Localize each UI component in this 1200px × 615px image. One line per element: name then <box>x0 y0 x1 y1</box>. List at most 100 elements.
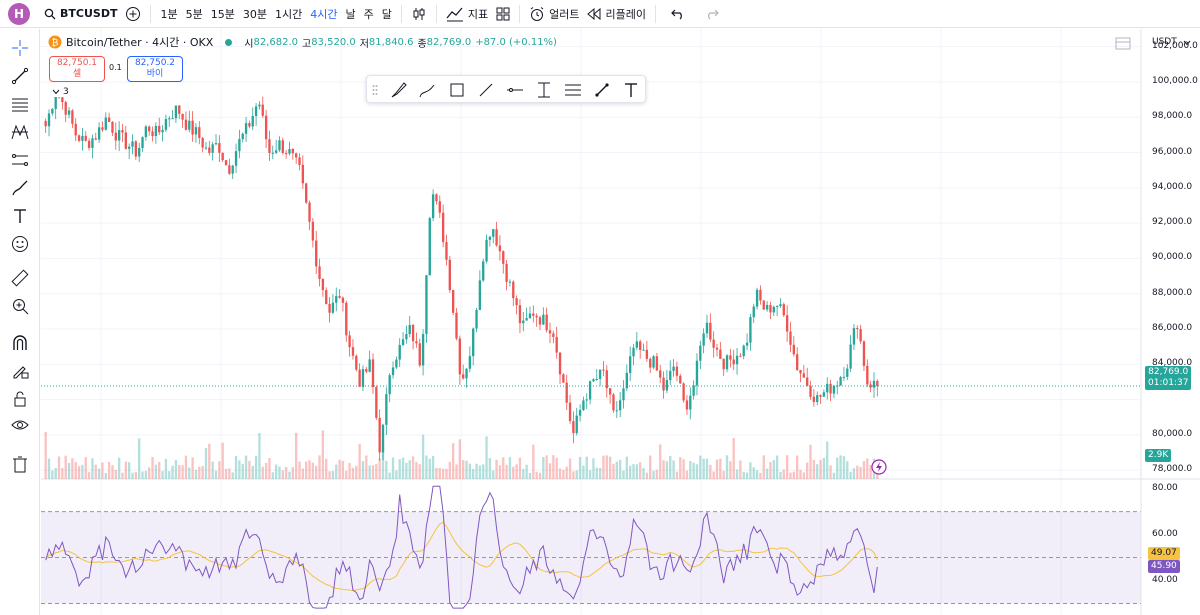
brush-tool[interactable] <box>9 177 31 199</box>
volume-bar <box>672 460 675 479</box>
candle-body <box>538 317 542 325</box>
interval-button[interactable]: 4시간 <box>310 7 338 21</box>
layouts-button[interactable] <box>492 0 514 28</box>
candle-body <box>752 306 755 318</box>
buy-button[interactable]: 82,750.2 바이 <box>127 56 183 82</box>
candle-body <box>348 335 351 348</box>
candle-body <box>198 127 201 138</box>
candles-icon <box>413 7 425 20</box>
drag-handle[interactable] <box>369 79 381 101</box>
magnet-tool[interactable] <box>9 332 31 354</box>
volume-bar <box>749 462 752 479</box>
close-label: 종 <box>417 38 427 50</box>
hide-drawings-tool[interactable] <box>9 414 31 436</box>
candle-body <box>846 368 849 377</box>
emoji-tool[interactable] <box>9 233 31 255</box>
volume-bar <box>465 460 468 479</box>
pattern-tool[interactable] <box>9 121 31 143</box>
price-range-button[interactable] <box>533 79 555 101</box>
indicators-button[interactable]: 지표 <box>442 0 492 28</box>
brush-draw-button[interactable] <box>388 79 410 101</box>
parallel-channel-button[interactable] <box>562 79 584 101</box>
horizontal-line-icon <box>507 88 523 92</box>
high-label: 고 <box>301 38 312 50</box>
symbol-search-button[interactable]: BTCUSDT <box>40 0 121 28</box>
volume-bar <box>435 467 438 479</box>
fib-tool[interactable] <box>9 93 31 115</box>
candle-body <box>117 130 121 141</box>
interval-button[interactable]: 날 <box>345 7 356 21</box>
volume-bar <box>745 472 749 479</box>
price-axis-label: 100,000.0 <box>1152 75 1198 86</box>
redo-button[interactable] <box>695 0 729 28</box>
price-chart[interactable] <box>41 29 1200 615</box>
remove-drawings-tool[interactable] <box>9 453 31 475</box>
candle-body <box>742 345 745 357</box>
text-button[interactable] <box>620 79 642 101</box>
symbol-title[interactable]: Bitcoin/Tether · 4시간 · OKX <box>66 36 214 49</box>
chevron-down-icon[interactable] <box>1183 40 1191 46</box>
indicators-collapse-button[interactable]: 3 <box>50 87 71 97</box>
interval-button[interactable]: 15분 <box>210 7 235 21</box>
volume-alert-icon[interactable] <box>871 459 887 475</box>
volume-bar <box>508 457 512 479</box>
candle-body <box>361 369 365 387</box>
text-tool[interactable] <box>9 205 31 227</box>
arrow-button[interactable] <box>591 79 613 101</box>
candle-body <box>465 368 468 379</box>
measure-tool[interactable] <box>9 267 31 289</box>
interval-button[interactable]: 1분 <box>160 7 178 21</box>
volume-bar <box>431 455 435 479</box>
candle-body <box>375 387 378 418</box>
interval-button[interactable]: 30분 <box>242 7 267 21</box>
volume-bar <box>866 458 869 479</box>
interval-button[interactable]: 1시간 <box>274 7 303 21</box>
volume-bar <box>248 460 251 479</box>
sell-button[interactable]: 82,750.1 셀 <box>49 56 105 82</box>
line-button[interactable] <box>475 79 497 101</box>
volume-bar <box>822 457 826 479</box>
sell-label: 셀 <box>72 69 82 79</box>
candle-body <box>455 312 458 339</box>
fullscreen-icon[interactable] <box>1115 37 1131 50</box>
replay-button[interactable]: 리플레이 <box>583 0 649 28</box>
interval-button[interactable]: 달 <box>381 7 392 21</box>
highlighter-button[interactable] <box>416 79 438 101</box>
zoom-tool[interactable] <box>9 295 31 317</box>
interval-button[interactable]: 5분 <box>185 7 203 21</box>
rectangle-button[interactable] <box>446 79 468 101</box>
crosshair-tool[interactable] <box>9 37 31 59</box>
volume-bar <box>391 457 395 479</box>
lock-icon <box>14 391 26 407</box>
lock-drawings-tool[interactable] <box>9 388 31 410</box>
trendline-tool[interactable] <box>9 65 31 87</box>
volume-bar <box>645 472 649 479</box>
search-icon <box>44 8 56 19</box>
volume-bar <box>505 464 508 479</box>
eye-icon <box>11 420 29 430</box>
candle-body <box>722 358 725 370</box>
volume-bar <box>418 464 421 479</box>
horizontal-ray-button[interactable] <box>504 79 526 101</box>
prediction-tool[interactable] <box>9 149 31 171</box>
currency-label[interactable]: USDT <box>1152 37 1177 47</box>
price-axis-label: 88,000.0 <box>1152 287 1193 298</box>
candle-body <box>181 113 184 120</box>
user-avatar[interactable]: H <box>8 2 30 25</box>
volume-bar <box>555 457 558 479</box>
candle-body <box>418 343 421 366</box>
stay-drawing-tool[interactable] <box>9 360 31 382</box>
brush-icon <box>391 82 407 98</box>
candle-body <box>138 147 141 157</box>
chart-type-button[interactable] <box>407 0 431 28</box>
volume-bar <box>318 455 321 479</box>
candle-body <box>428 218 431 276</box>
volume-bar <box>151 456 154 479</box>
volume-bar <box>94 464 97 479</box>
undo-button[interactable] <box>661 0 695 28</box>
volume-bar <box>705 458 709 479</box>
candle-body <box>238 139 241 152</box>
interval-button[interactable]: 주 <box>363 7 374 21</box>
alert-button[interactable]: 얼러트 <box>525 0 583 28</box>
compare-symbol-button[interactable] <box>121 0 145 28</box>
